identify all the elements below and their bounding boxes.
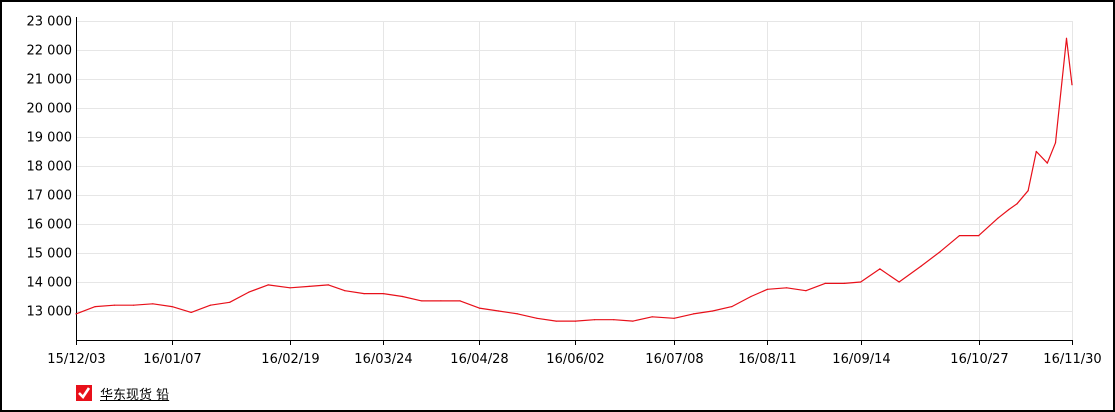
data-point [536, 317, 538, 319]
x-tick-label: 16/06/02 [546, 352, 604, 367]
y-tick-label: 15 000 [27, 247, 73, 262]
data-point [939, 251, 941, 253]
data-point [401, 295, 404, 298]
data-point [289, 287, 291, 289]
data-point [75, 313, 77, 315]
data-point [651, 316, 653, 318]
x-tick-label: 16/03/24 [354, 352, 412, 367]
data-point [113, 304, 115, 306]
data-point [248, 291, 250, 293]
data-point [308, 285, 310, 287]
data-point [440, 300, 442, 302]
x-tick-label: 16/08/11 [738, 352, 796, 367]
y-tick-label: 14 000 [27, 276, 73, 291]
data-point [209, 304, 211, 306]
data-point [421, 300, 423, 302]
data-point [1027, 190, 1029, 192]
y-tick-label: 17 000 [27, 189, 73, 204]
data-point [1016, 203, 1018, 205]
data-point [692, 313, 695, 315]
y-tick-label: 23 000 [27, 15, 73, 30]
data-point [497, 310, 500, 312]
data-point [171, 306, 173, 308]
y-tick-label: 16 000 [27, 218, 73, 233]
data-point [594, 319, 596, 321]
data-point [766, 288, 769, 290]
series-line [75, 37, 1073, 322]
data-point [632, 320, 634, 322]
legend-item[interactable]: 华东现货 铅 [76, 382, 169, 404]
data-point [94, 306, 96, 308]
data-point [190, 311, 192, 313]
data-point [1065, 37, 1068, 40]
x-tick-label: 16/10/27 [950, 352, 1008, 367]
y-tick-label: 13 000 [27, 305, 73, 320]
data-point [824, 282, 826, 284]
data-point [978, 235, 980, 237]
data-point [673, 317, 675, 319]
data-point [786, 287, 788, 289]
x-tick-label: 16/04/28 [450, 352, 508, 367]
y-tick-label: 20 000 [27, 102, 73, 117]
data-point [152, 303, 154, 305]
y-tick-label: 18 000 [27, 160, 73, 175]
x-tick-label: 16/09/14 [832, 352, 890, 367]
data-point [133, 304, 135, 306]
y-tick-label: 22 000 [27, 44, 73, 59]
data-point [958, 235, 961, 237]
data-point [920, 265, 922, 267]
data-point [1046, 162, 1048, 164]
data-point [478, 307, 480, 309]
legend-checkbox-icon[interactable] [76, 385, 92, 401]
data-point [459, 300, 461, 302]
y-tick-label: 19 000 [27, 131, 73, 146]
data-point [363, 293, 365, 295]
data-point [750, 295, 752, 298]
data-point [613, 319, 615, 321]
x-tick-label: 16/02/19 [261, 352, 319, 367]
data-point [1054, 142, 1057, 144]
data-point [731, 306, 733, 308]
data-point [860, 281, 862, 283]
data-point [229, 301, 231, 303]
legend-label[interactable]: 华东现货 铅 [100, 387, 170, 403]
data-point [805, 290, 807, 292]
x-tick-label: 16/07/08 [645, 352, 703, 367]
data-point [997, 217, 999, 219]
data-point [898, 281, 900, 283]
y-tick-label: 21 000 [27, 73, 73, 88]
data-point [1008, 208, 1010, 211]
data-point [712, 310, 714, 312]
data-point [327, 284, 329, 286]
data-point [382, 293, 384, 295]
data-point [1071, 84, 1073, 86]
x-tick-label: 16/11/30 [1043, 352, 1101, 367]
data-point [267, 284, 269, 286]
data-point [574, 320, 577, 322]
data-point [344, 290, 346, 292]
data-point [555, 320, 557, 322]
data-point [879, 268, 881, 270]
data-point [517, 313, 519, 315]
data-point [1035, 150, 1037, 153]
data-point [843, 282, 845, 284]
x-tick-label: 15/12/03 [47, 352, 105, 367]
x-tick-label: 16/01/07 [143, 352, 201, 367]
